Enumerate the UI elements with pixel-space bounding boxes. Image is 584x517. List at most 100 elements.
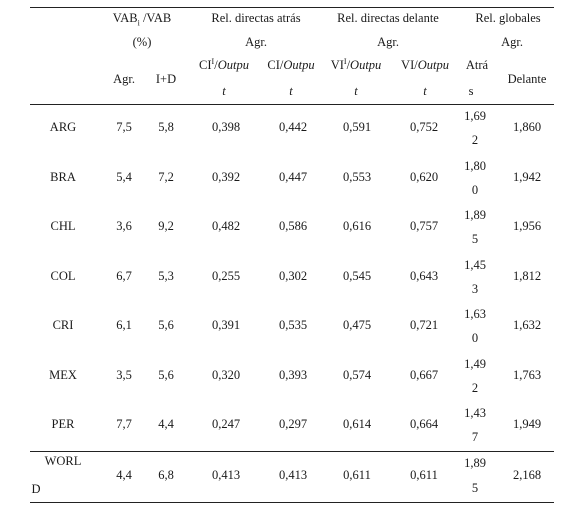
col-header-atras-cont: s: [468, 84, 474, 98]
cell-ci-i: 0,255: [211, 268, 241, 283]
col-header-vi-i-cont: t: [354, 84, 358, 98]
share-unit: (%): [132, 35, 152, 49]
cell-atras-cont: 5: [471, 481, 479, 495]
cell-atras-cont: 0: [471, 331, 479, 345]
cell-atras-cont: 2: [471, 133, 479, 147]
cell-ci-i: 0,320: [211, 367, 241, 382]
cell-ci: 0,447: [278, 169, 308, 184]
cell-vi: 0,667: [409, 367, 439, 382]
cell-ci-i: 0,392: [211, 169, 241, 184]
cell-agr: 7,5: [116, 120, 132, 134]
cell-atras-cont: 5: [471, 232, 479, 246]
cell-atras: 1,89: [464, 456, 486, 470]
cell-country: WORL: [44, 454, 82, 468]
fwd-title: Rel. directas delante: [337, 11, 439, 25]
col-header-ci-i-cont: t: [222, 84, 226, 98]
cell-ci: 0,297: [278, 417, 308, 431]
cell-atras: 1,45: [464, 257, 486, 272]
fwd-sub: Agr.: [377, 35, 399, 49]
cell-country: COL: [50, 268, 76, 283]
cell-ci: 0,442: [278, 120, 308, 134]
cell-id: 7,2: [158, 169, 174, 184]
cell-vi: 0,757: [409, 219, 439, 233]
col-header-atras: Atrá: [465, 58, 489, 72]
cell-ci: 0,535: [278, 318, 308, 332]
col-header-vi: VI/Outpu: [401, 58, 449, 72]
cell-delante: 1,860: [512, 120, 542, 134]
cell-delante: 2,168: [512, 468, 542, 482]
cell-id: 4,4: [158, 417, 174, 431]
cell-country: CHL: [50, 219, 76, 233]
header-rule: [30, 104, 554, 105]
cell-ci-i: 0,398: [211, 120, 241, 134]
top-rule: [30, 7, 554, 8]
cell-atras-cont: 3: [471, 281, 479, 296]
col-header-vi-cont: t: [423, 84, 427, 98]
col-header-delante: Delante: [507, 72, 547, 86]
col-header-agr: Agr.: [113, 72, 135, 86]
cell-ci: 0,586: [278, 219, 308, 233]
cell-delante: 1,763: [512, 367, 542, 382]
cell-ci-i: 0,391: [211, 318, 241, 332]
col-header-ci-i: CII/Outpu: [199, 56, 249, 72]
cell-country: MEX: [49, 367, 77, 382]
cell-ci: 0,393: [278, 367, 308, 382]
col-header-vi-i: VII/Outpu: [330, 56, 382, 72]
cell-id: 5,6: [158, 318, 174, 332]
cell-agr: 3,5: [116, 367, 132, 382]
cell-agr: 7,7: [116, 417, 132, 431]
col-header-ci-cont: t: [289, 84, 293, 98]
cell-agr: 5,4: [116, 169, 132, 184]
cell-delante: 1,942: [512, 169, 542, 184]
cell-agr: 6,7: [116, 268, 132, 283]
cell-ci-i: 0,413: [211, 468, 241, 482]
cell-ci: 0,413: [278, 468, 308, 482]
cell-vi: 0,620: [409, 169, 439, 184]
cell-vi-i: 0,574: [342, 367, 372, 382]
cell-id: 6,8: [158, 468, 174, 482]
cell-vi-i: 0,591: [342, 120, 372, 134]
cell-id: 5,6: [158, 367, 174, 382]
cell-ci-i: 0,247: [211, 417, 241, 431]
cell-atras: 1,49: [464, 356, 486, 371]
share-title: VABi /VAB: [112, 11, 172, 28]
col-header-ci: CI/Outpu: [267, 58, 315, 72]
cell-country-cont: D: [31, 482, 41, 496]
cell-delante: 1,956: [512, 219, 542, 233]
cell-country: CRI: [52, 318, 74, 332]
cell-vi-i: 0,614: [342, 417, 372, 431]
cell-vi-i: 0,611: [343, 468, 371, 482]
bottom-rule: [30, 502, 554, 503]
cell-vi-i: 0,545: [342, 268, 372, 283]
cell-atras-cont: 7: [471, 430, 479, 444]
cell-country: PER: [51, 417, 75, 431]
cell-country: ARG: [49, 120, 77, 134]
cell-vi-i: 0,475: [342, 318, 372, 332]
cell-atras-cont: 0: [471, 182, 479, 197]
col-header-id: I+D: [155, 72, 177, 86]
cell-delante: 1,812: [512, 268, 542, 283]
cell-agr: 4,4: [116, 468, 132, 482]
cell-agr: 3,6: [116, 219, 132, 233]
cell-atras: 1,43: [464, 406, 486, 420]
glob-sub: Agr.: [501, 35, 523, 49]
cell-vi-i: 0,616: [342, 219, 372, 233]
cell-atras: 1,63: [464, 307, 486, 321]
cell-id: 9,2: [158, 219, 174, 233]
cell-atras: 1,69: [464, 109, 486, 123]
cell-atras: 1,80: [464, 158, 486, 173]
cell-id: 5,8: [158, 120, 174, 134]
cell-vi: 0,721: [409, 318, 439, 332]
cell-atras: 1,89: [464, 208, 486, 222]
cell-agr: 6,1: [116, 318, 132, 332]
cell-id: 5,3: [158, 268, 174, 283]
cell-vi-i: 0,553: [342, 169, 372, 184]
world-rule: [30, 451, 554, 452]
cell-vi: 0,752: [409, 120, 439, 134]
cell-atras-cont: 2: [471, 380, 479, 395]
cell-delante: 1,949: [512, 417, 542, 431]
cell-vi: 0,611: [410, 468, 438, 482]
cell-vi: 0,643: [409, 268, 439, 283]
glob-title: Rel. globales: [475, 11, 541, 25]
